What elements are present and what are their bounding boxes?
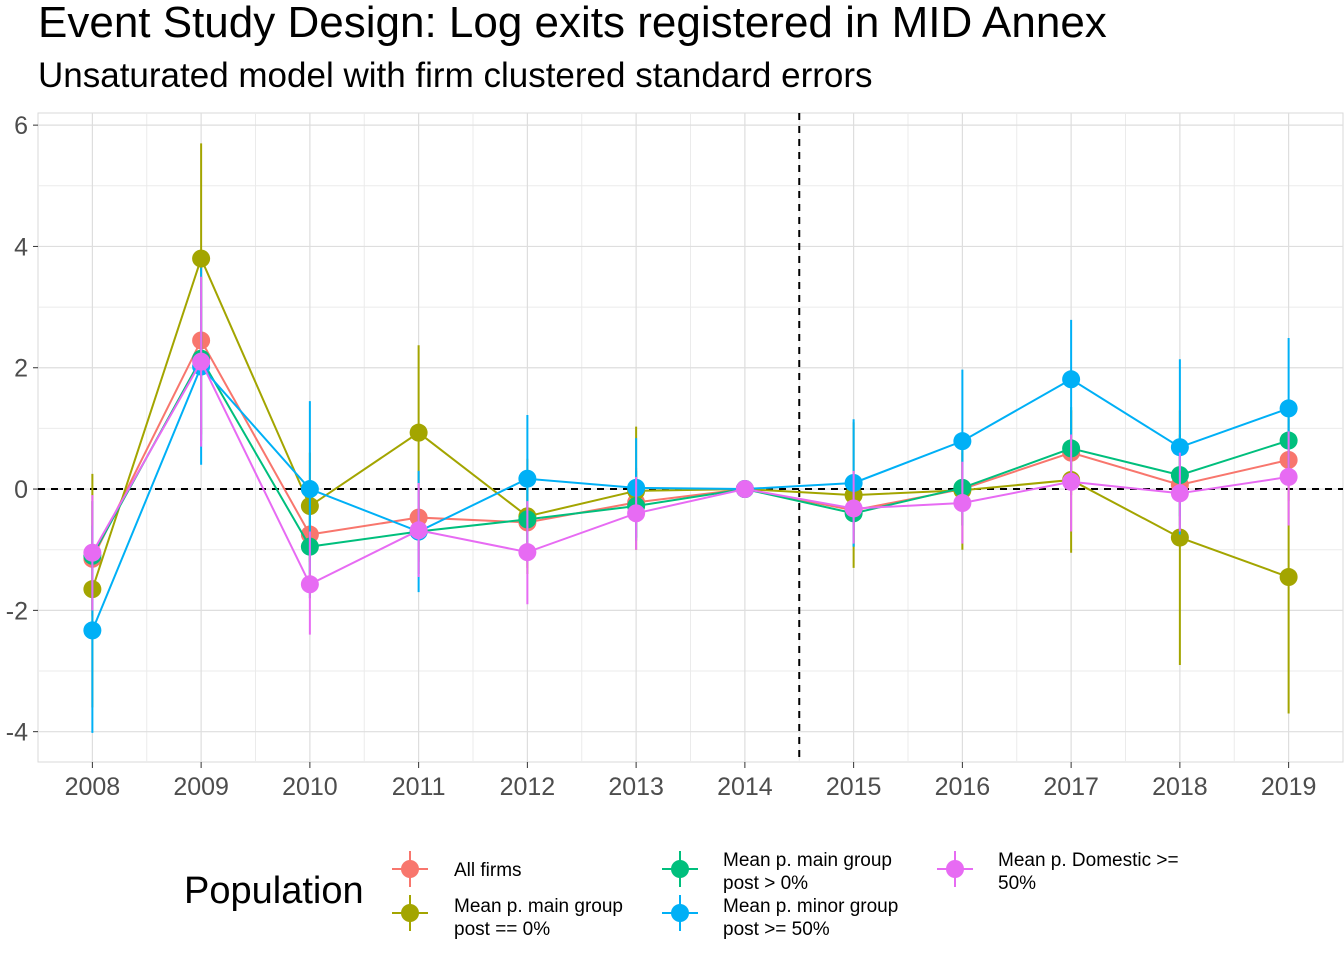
data-point xyxy=(192,352,211,371)
legend-label: All firms xyxy=(454,860,522,881)
data-point xyxy=(1170,528,1189,547)
series-line xyxy=(91,338,1289,560)
data-point xyxy=(518,469,537,488)
x-tick-label: 2013 xyxy=(608,773,664,801)
data-point xyxy=(953,432,972,451)
data-point xyxy=(1170,484,1189,503)
data-point xyxy=(518,543,537,562)
legend-key-point xyxy=(401,904,419,922)
x-tick-label: 2008 xyxy=(65,773,121,801)
data-point xyxy=(844,499,863,518)
legend-label: Mean p. Domestic >= xyxy=(998,850,1179,871)
y-tick-label: -2 xyxy=(6,597,28,625)
x-tick-label: 2019 xyxy=(1261,773,1317,801)
legend-key-point xyxy=(946,860,964,878)
data-point xyxy=(409,521,428,540)
series-4 xyxy=(83,276,1298,635)
data-point xyxy=(735,480,754,499)
x-tick-label: 2017 xyxy=(1043,773,1099,801)
data-point xyxy=(300,480,319,499)
legend-label: Mean p. main group xyxy=(454,896,623,917)
series-line xyxy=(91,356,1289,557)
legend-label: post == 0% xyxy=(454,919,550,940)
legend-key-point xyxy=(671,860,689,878)
y-tick-label: 6 xyxy=(14,112,28,140)
legend-key-point xyxy=(401,860,419,878)
data-point xyxy=(1279,467,1298,486)
x-tick-label: 2018 xyxy=(1152,773,1208,801)
data-point xyxy=(1062,370,1081,389)
series-line xyxy=(91,364,1289,631)
data-point xyxy=(83,543,102,562)
data-point xyxy=(1170,438,1189,457)
legend-item-4: Mean p. Domestic >=50% xyxy=(937,850,1179,894)
chart-subtitle: Unsaturated model with firm clustered st… xyxy=(38,56,873,95)
x-tick-label: 2014 xyxy=(717,773,773,801)
data-point xyxy=(83,621,102,640)
x-tick-label: 2016 xyxy=(935,773,991,801)
data-point xyxy=(300,575,319,594)
legend-label: post >= 50% xyxy=(723,919,830,940)
x-tick-label: 2015 xyxy=(826,773,882,801)
legend-label: Mean p. main group xyxy=(723,850,892,871)
data-point xyxy=(1279,399,1298,418)
x-tick-label: 2011 xyxy=(392,773,446,801)
legend-title: Population xyxy=(184,870,364,912)
data-point xyxy=(409,423,428,442)
data-point xyxy=(1062,472,1081,491)
chart-title: Event Study Design: Log exits registered… xyxy=(38,0,1107,47)
data-point xyxy=(1279,568,1298,587)
y-tick-label: 0 xyxy=(14,476,28,504)
axes: -4 -2 0 2 4 6 2008 2009 2010 2011 2012 2013 2014 2015… xyxy=(6,112,1317,801)
x-tick-label: 2009 xyxy=(173,773,229,801)
series-line xyxy=(91,359,1289,586)
data-point xyxy=(192,249,211,268)
x-tick-label: 2012 xyxy=(500,773,556,801)
legend-label: post > 0% xyxy=(723,873,808,894)
x-tick-label: 2010 xyxy=(282,773,338,801)
grid-lines xyxy=(37,112,1344,763)
legend-item-0: All firms xyxy=(392,851,522,887)
data-point xyxy=(627,504,646,523)
series-line xyxy=(91,255,1289,590)
y-tick-label: 4 xyxy=(14,233,28,261)
legend-label: Mean p. minor group xyxy=(723,896,898,917)
legend-label: 50% xyxy=(998,873,1036,894)
series-layer xyxy=(83,143,1298,733)
y-tick-label: -4 xyxy=(6,719,28,747)
y-tick-label: 2 xyxy=(14,355,28,383)
legend-key-point xyxy=(671,904,689,922)
data-point xyxy=(953,494,972,513)
